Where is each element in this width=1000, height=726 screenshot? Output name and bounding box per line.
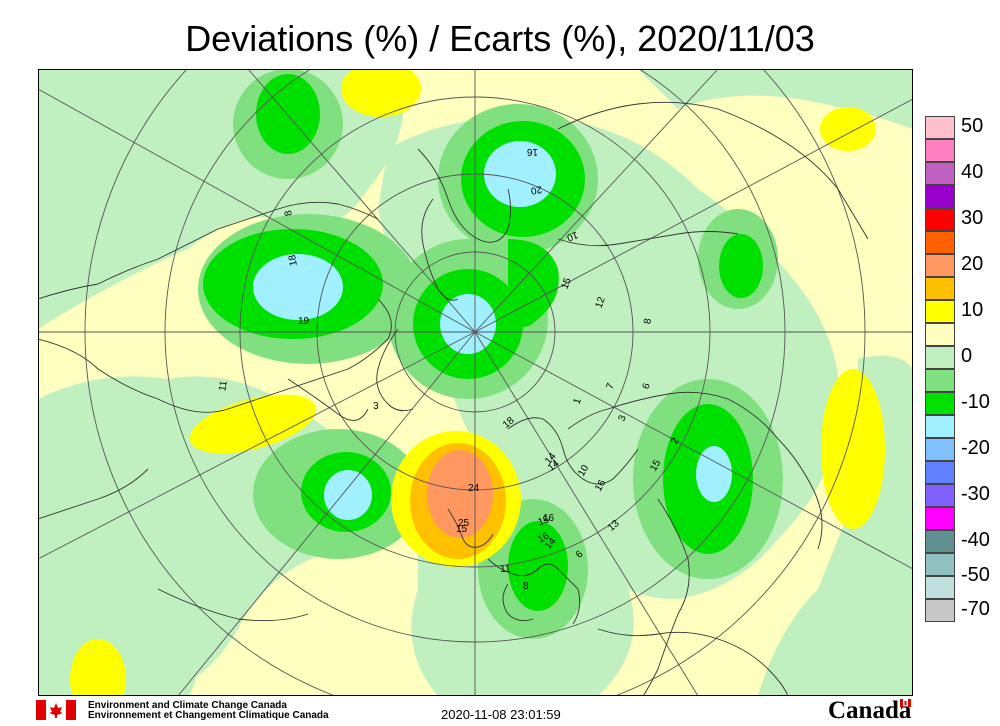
legend-label: -50 [961, 563, 990, 586]
legend-swatch [925, 231, 955, 254]
legend-swatch [925, 599, 955, 622]
station-value: 7 [605, 381, 617, 390]
canada-flag-icon [36, 700, 76, 720]
legend-swatch [925, 346, 955, 369]
legend-swatch [925, 392, 955, 415]
contour-positive [70, 69, 885, 696]
station-value: 1 [572, 396, 584, 405]
station-value: 15 [537, 514, 552, 528]
legend-label: -70 [961, 598, 990, 620]
legend-swatch [925, 139, 955, 162]
station-value: 8 [523, 581, 529, 592]
legend-label: -40 [961, 529, 990, 551]
station-value: 6 [574, 549, 586, 561]
station-value: 11 [217, 379, 230, 392]
legend-label: -30 [961, 483, 990, 505]
legend-swatch [925, 162, 955, 185]
station-value: 2 [669, 436, 682, 447]
legend-label: 40 [961, 161, 984, 183]
station-value: 18 [287, 253, 300, 266]
canada-wordmark: Canada [828, 697, 912, 724]
station-value: 8 [283, 209, 295, 217]
legend-label: 20 [961, 253, 984, 275]
ozone-deviation-map: 16 20 10 15 12 8 18 7 6 3 15 2 18 14 10 … [38, 69, 913, 696]
chart-title: Deviations (%) / Ecarts (%), 2020/11/03 [185, 18, 815, 59]
coastlines [38, 101, 869, 696]
station-value: 3 [373, 401, 379, 412]
map-frame [38, 69, 913, 696]
legend-swatch [925, 507, 955, 530]
legend-swatch [925, 438, 955, 461]
legend-label: -20 [961, 437, 990, 459]
station-value: 12 [594, 295, 608, 310]
station-value: 6 [641, 381, 653, 390]
station-value: 16 [536, 530, 552, 545]
legend-swatch [925, 461, 955, 484]
legend-swatch [925, 254, 955, 277]
legend-label: 10 [961, 299, 984, 321]
legend-swatch [925, 323, 955, 346]
legend-label: -10 [961, 391, 990, 413]
legend-swatch [925, 530, 955, 553]
legend-swatch [925, 369, 955, 392]
legend-label: 0 [961, 345, 973, 367]
station-value: 8 [642, 317, 654, 325]
station-value: 15 [560, 276, 574, 291]
legend-swatch [925, 553, 955, 576]
station-value: 16 [593, 478, 608, 494]
legend-label: 50 [961, 115, 984, 137]
station-value: 25 [458, 518, 470, 529]
org-name-fr: Environnement et Changement Climatique C… [88, 710, 329, 721]
graticule [38, 69, 913, 696]
station-value: 15 [648, 458, 663, 474]
legend-swatch [925, 185, 955, 208]
wordmark-flag-icon [900, 699, 911, 707]
org-name-en: Environment and Climate Change Canada [88, 700, 287, 711]
station-value: 19 [298, 316, 310, 327]
station-value: 10 [565, 229, 580, 243]
station-value: 24 [468, 483, 480, 494]
timestamp: 2020-11-08 23:01:59 [441, 707, 561, 722]
station-value: 10 [576, 463, 591, 479]
station-value: 11 [500, 564, 511, 575]
legend-swatch [925, 277, 955, 300]
legend-swatch [925, 300, 955, 323]
legend-label: 30 [961, 207, 984, 229]
legend-swatch [925, 415, 955, 438]
station-value: 16 [543, 513, 555, 524]
station-value: 16 [526, 146, 538, 157]
legend-swatch [925, 484, 955, 507]
contour-cyan [253, 141, 732, 520]
station-value: 15 [456, 524, 468, 535]
legend-swatch [925, 576, 955, 599]
legend-swatch [925, 208, 955, 231]
station-value: 20 [529, 183, 542, 196]
station-value: 3 [617, 413, 629, 422]
legend-swatch [925, 116, 955, 139]
